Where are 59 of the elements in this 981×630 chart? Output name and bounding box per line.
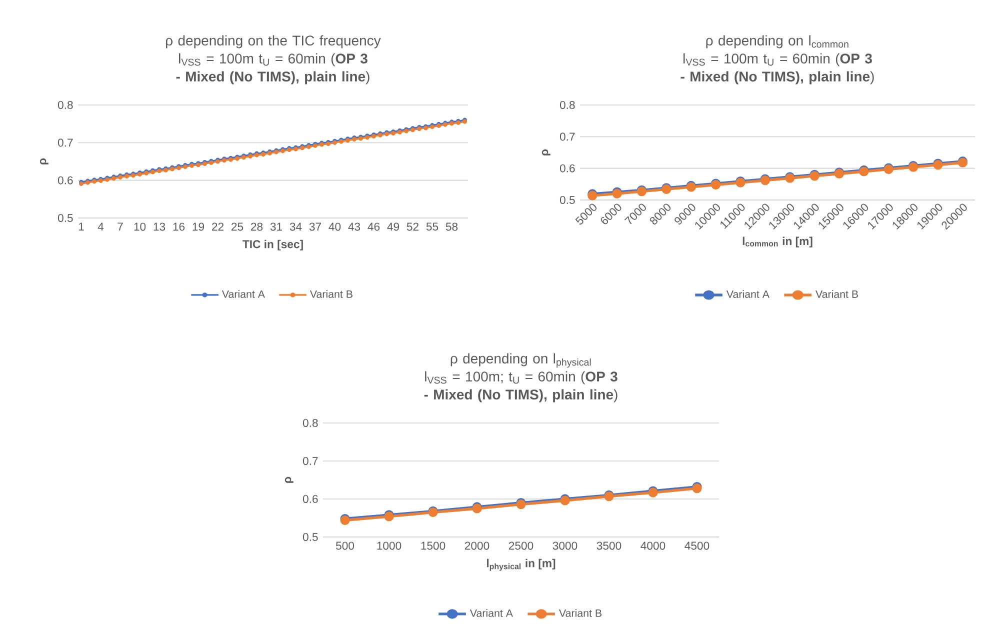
x-tick-label: 34	[290, 222, 302, 231]
x-tick-label: 1000	[377, 542, 402, 550]
x-tick-label: 10	[134, 222, 146, 231]
x-tick-label: 49	[387, 222, 400, 231]
x-tick-label: 1500	[421, 542, 446, 550]
x-axis-title: l$_{physical}$ in [m]	[487, 558, 556, 571]
y-tick-label: 0.6	[560, 164, 575, 172]
y-tick-label: 0.5	[58, 214, 73, 222]
x-tick-label: 22	[212, 222, 224, 231]
y-tick-label: 0.7	[560, 132, 575, 141]
x-tick-label: 46	[368, 222, 380, 231]
x-tick-label: 2500	[508, 542, 534, 550]
legend-label: Variant A	[470, 609, 513, 617]
x-tick-label: 58	[446, 222, 458, 231]
chart-subtitle: l$_{VSS}$ = 100m t$_{U}$ = 60min (OP 3 - Mixed (No TIMS), plain line)	[176, 53, 370, 84]
x-tick-label: 55	[426, 222, 438, 231]
x-tick-label: 4500	[684, 542, 710, 550]
legend-label: Variant A	[222, 290, 265, 298]
x-tick-label: 500	[336, 542, 354, 550]
legend-label: Variant B	[310, 290, 352, 298]
y-tick-label: 0.5	[560, 196, 575, 204]
y-axis-title: ρ	[542, 149, 550, 156]
x-tick-label: 37	[309, 222, 321, 231]
x-tick-label: 19	[192, 222, 204, 231]
x-tick-label: 16	[173, 222, 185, 231]
y-tick-label: 0.8	[58, 100, 73, 109]
x-tick-label: 7	[118, 222, 123, 230]
legend-label: Variant A	[726, 290, 770, 298]
y-tick-label: 0.6	[302, 494, 318, 503]
x-tick-label: 2000	[464, 542, 490, 550]
chart-title: ρ depending on the TIC frequency	[166, 35, 381, 48]
y-tick-label: 0.5	[302, 532, 318, 541]
x-tick-label: 4	[98, 222, 104, 230]
y-tick-label: 0.7	[58, 138, 73, 147]
x-tick-label: 3000	[552, 542, 578, 550]
x-tick-label: 1	[78, 222, 84, 230]
x-tick-label: 52	[406, 222, 418, 231]
x-tick-label: 13	[154, 222, 166, 231]
chart-title: ρ depending on l$_{common}$	[706, 35, 848, 48]
x-tick-label: 25	[232, 222, 244, 231]
chart-subtitle: l$_{VSS}$ = 100m t$_{U}$ = 60min (OP 3 - Mixed (No TIMS), plain line)	[680, 53, 874, 84]
x-tick-label: 28	[251, 222, 263, 231]
x-tick-label: 3500	[596, 542, 622, 550]
x-tick-label: 4000	[640, 542, 666, 550]
x-tick-label: 40	[328, 222, 341, 231]
x-tick-label: 43	[348, 222, 360, 231]
legend-label: Variant B	[816, 290, 858, 298]
y-axis-title: ρ	[284, 476, 294, 483]
x-tick-label: 31	[270, 222, 282, 231]
chart-title: ρ depending on l$_{physical}$	[450, 353, 591, 368]
legend-label: Variant B	[559, 609, 602, 617]
chart-subtitle: l$_{VSS}$ = 100m; t$_{U}$ = 60min (OP 3 - Mixed (No TIMS), plain line)	[424, 371, 618, 402]
y-tick-label: 0.6	[58, 176, 73, 184]
x-axis-title: l$_{common}$ in [m]	[742, 236, 812, 248]
y-axis-title: ρ	[40, 158, 48, 164]
x-axis-title: TIC in [sec]	[242, 240, 303, 250]
y-tick-label: 0.7	[302, 456, 318, 465]
y-tick-label: 0.8	[302, 418, 318, 427]
y-tick-label: 0.8	[560, 100, 575, 109]
